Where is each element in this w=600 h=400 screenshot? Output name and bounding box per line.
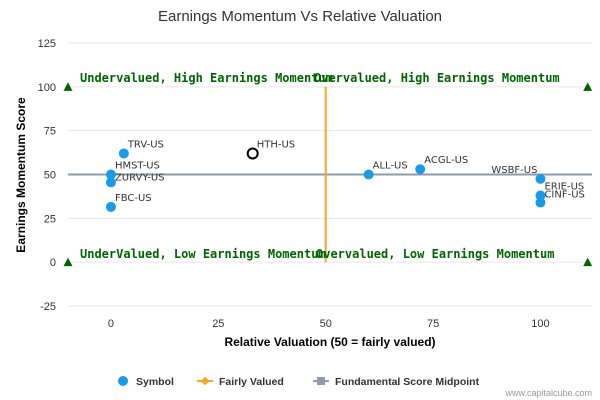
chart-title: Earnings Momentum Vs Relative Valuation bbox=[158, 8, 442, 25]
data-points bbox=[105, 147, 546, 212]
quadrant-marker-top-right bbox=[583, 82, 593, 91]
data-label: WSBF-US bbox=[491, 165, 537, 176]
quadrant-label-bottom-left: UnderValued, Low Earnings Momentum bbox=[80, 247, 326, 261]
y-axis-ticks: 125 100 75 50 25 0 -25 bbox=[38, 38, 56, 313]
legend-label-symbol: Symbol bbox=[136, 376, 174, 388]
data-point bbox=[105, 201, 116, 212]
highlighted-data-point bbox=[246, 147, 259, 160]
data-label: ERIE-US bbox=[544, 182, 584, 193]
legend-item-fairly-valued[interactable]: Fairly Valued bbox=[197, 376, 284, 388]
data-label: ZURVY-US bbox=[115, 172, 165, 183]
y-axis-title: Earnings Momentum Score bbox=[14, 97, 28, 253]
x-tick-label: 75 bbox=[427, 318, 439, 330]
legend-item-score-midpoint[interactable]: Fundamental Score Midpoint bbox=[313, 376, 480, 388]
legend-symbol-marker bbox=[118, 376, 128, 386]
data-label: ALL-US bbox=[373, 161, 408, 172]
data-point bbox=[105, 169, 116, 180]
highlighted-data-label: HTH-US bbox=[257, 139, 295, 150]
quadrant-label-bottom-right: Overvalued, Low Earnings Momentum bbox=[316, 247, 554, 261]
quadrant-marker-top-left bbox=[63, 82, 73, 91]
y-tick-label: -25 bbox=[40, 301, 56, 313]
data-label: CINF-US bbox=[544, 190, 584, 201]
legend-item-symbol[interactable]: Symbol bbox=[118, 376, 174, 388]
legend-fairly-valued-marker bbox=[200, 376, 210, 386]
data-point bbox=[535, 190, 546, 201]
quadrant-marker-bottom-left bbox=[63, 257, 73, 267]
y-tick-label: 50 bbox=[44, 170, 56, 182]
quadrant-label-top-right: Overvalued, High Earnings Momentum bbox=[314, 71, 560, 85]
reference-lines bbox=[68, 86, 592, 263]
x-tick-label: 0 bbox=[108, 318, 114, 330]
x-tick-label: 50 bbox=[320, 318, 332, 330]
y-tick-label: 100 bbox=[38, 82, 56, 94]
y-tick-label: 75 bbox=[44, 126, 56, 138]
data-label: FBC-US bbox=[115, 193, 152, 204]
data-label: HMST-US bbox=[115, 161, 160, 172]
data-point bbox=[535, 173, 546, 184]
y-tick-label: 125 bbox=[38, 38, 56, 50]
x-axis-ticks: 0 25 50 75 100 bbox=[108, 318, 550, 330]
legend[interactable]: Symbol Fairly Valued Fundamental Score M… bbox=[118, 376, 480, 388]
data-point bbox=[363, 169, 374, 180]
quadrant-marker-bottom-right bbox=[583, 257, 593, 267]
data-point bbox=[415, 164, 426, 175]
quadrant-label-top-left: Undervalued, High Earnings Momentum bbox=[80, 71, 333, 85]
data-label: ACGL-US bbox=[424, 155, 468, 166]
y-tick-label: 0 bbox=[50, 257, 56, 269]
data-point bbox=[105, 177, 116, 188]
credit-text: www.capitalcube.com bbox=[504, 388, 592, 398]
data-point bbox=[535, 197, 546, 208]
x-axis-title: Relative Valuation (50 = fairly valued) bbox=[224, 335, 435, 349]
data-point bbox=[118, 148, 129, 159]
legend-midpoint-marker bbox=[317, 377, 325, 385]
data-label: TRV-US bbox=[127, 139, 164, 150]
legend-label-fairly-valued: Fairly Valued bbox=[219, 376, 284, 388]
y-tick-label: 25 bbox=[44, 213, 56, 225]
x-tick-label: 25 bbox=[212, 318, 224, 330]
legend-label-score-midpoint: Fundamental Score Midpoint bbox=[335, 376, 480, 388]
quadrant-layer: Undervalued, High Earnings Momentum Over… bbox=[63, 71, 593, 267]
x-tick-label: 100 bbox=[531, 318, 549, 330]
